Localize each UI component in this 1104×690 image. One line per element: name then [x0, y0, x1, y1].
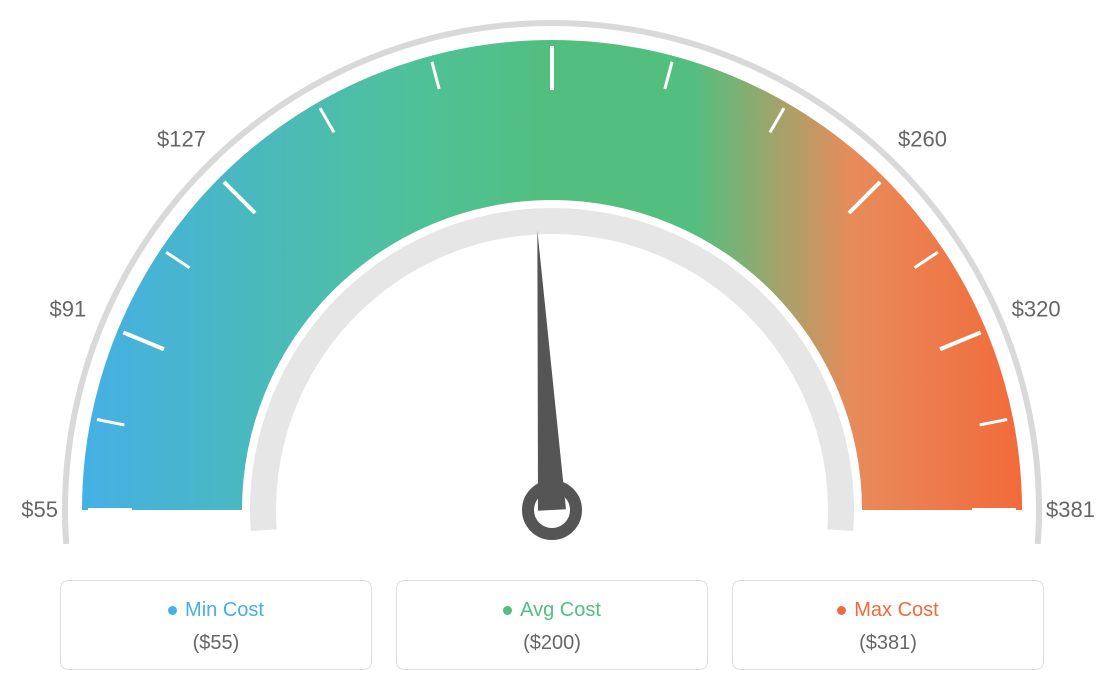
- gauge-tick-label: $381: [1046, 497, 1095, 522]
- legend-title-min: Min Cost: [71, 599, 361, 622]
- legend-bullet-avg: [503, 606, 512, 615]
- legend-bullet-max: [837, 606, 846, 615]
- legend-value-max: ($381): [743, 632, 1033, 655]
- legend-value-min: ($55): [71, 632, 361, 655]
- legend-title-avg: Avg Cost: [407, 599, 697, 622]
- legend-box-max: Max Cost ($381): [732, 580, 1044, 670]
- legend-bullet-min: [168, 606, 177, 615]
- legend-title-max: Max Cost: [743, 599, 1033, 622]
- legend-box-min: Min Cost ($55): [60, 580, 372, 670]
- gauge-tick-label: $260: [898, 126, 947, 151]
- gauge-needle: [537, 230, 566, 510]
- gauge-tick-label: $91: [50, 296, 87, 321]
- gauge-tick-label: $320: [1012, 296, 1061, 321]
- gauge-svg: $55$91$127$200$260$320$381: [0, 0, 1104, 560]
- gauge-chart-container: $55$91$127$200$260$320$381 Min Cost ($55…: [0, 0, 1104, 690]
- legend-label-avg: Avg Cost: [520, 599, 601, 621]
- legend-label-max: Max Cost: [854, 599, 938, 621]
- gauge-tick-label: $127: [157, 126, 206, 151]
- legend-row: Min Cost ($55) Avg Cost ($200) Max Cost …: [0, 580, 1104, 670]
- legend-label-min: Min Cost: [185, 599, 264, 621]
- legend-box-avg: Avg Cost ($200): [396, 580, 708, 670]
- legend-value-avg: ($200): [407, 632, 697, 655]
- gauge-tick-label: $55: [21, 497, 58, 522]
